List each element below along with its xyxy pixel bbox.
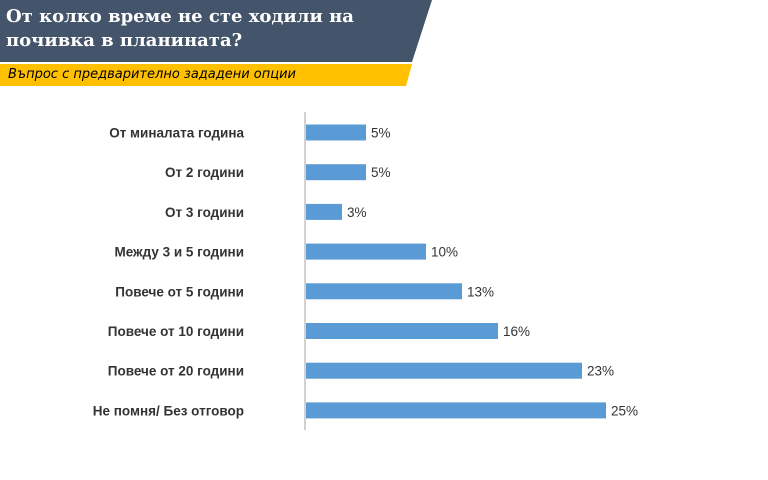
chart-title: От колко време не сте ходили на почивка … — [6, 6, 354, 51]
value-label: 10% — [431, 245, 458, 260]
bar — [306, 402, 606, 419]
value-label: 23% — [587, 364, 614, 379]
bar — [306, 124, 366, 141]
title-banner: От колко време не сте ходили на почивка … — [0, 0, 432, 62]
value-label: 5% — [371, 126, 391, 141]
category-label: От 3 години — [165, 205, 244, 220]
category-label: Повече от 10 години — [108, 324, 244, 339]
value-label: 25% — [611, 403, 638, 418]
subtitle-band-shape — [0, 64, 412, 86]
value-label: 13% — [467, 284, 494, 299]
bar — [306, 323, 498, 339]
category-label: Не помня/ Без отговор — [93, 403, 244, 418]
bar — [306, 362, 582, 379]
bar — [306, 243, 426, 260]
bar — [306, 283, 462, 300]
chart-subtitle: Въпрос с предварително зададени опции — [8, 67, 296, 82]
value-label: 5% — [371, 165, 391, 180]
category-label: Повече от 20 години — [108, 364, 244, 379]
category-label: Повече от 5 години — [115, 284, 244, 299]
title-banner-shape — [0, 0, 432, 62]
category-label: От миналата година — [109, 126, 244, 141]
bar — [306, 164, 366, 181]
subtitle-band: Въпрос с предварително зададени опции — [0, 64, 412, 86]
category-label: Между 3 и 5 години — [114, 245, 244, 260]
category-label: От 2 години — [165, 165, 244, 180]
value-label: 16% — [503, 324, 530, 339]
value-label: 3% — [347, 205, 367, 220]
bar — [306, 203, 342, 220]
